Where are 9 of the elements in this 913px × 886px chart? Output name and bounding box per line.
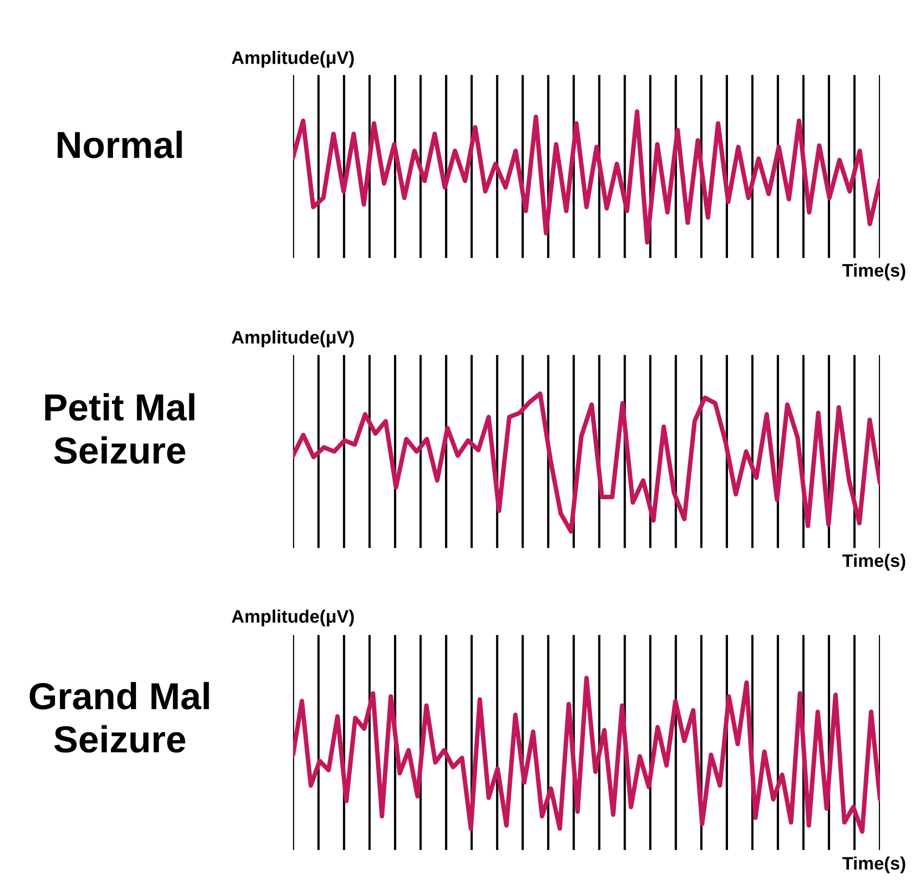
y-axis-title: Amplitude(μV) bbox=[232, 330, 354, 348]
x-axis-title: Time(s) bbox=[842, 856, 906, 874]
text: Grand Mal Seizure bbox=[30, 682, 209, 753]
chart-title: Petit Mal Seizure bbox=[45, 393, 194, 464]
chart-title: Normal bbox=[58, 130, 182, 158]
x-axis-title: Time(s) bbox=[842, 263, 906, 280]
x-axis-title: Time(s) bbox=[842, 554, 906, 571]
y-axis-title: Amplitude(μV) bbox=[232, 610, 354, 626]
y-axis-title: Amplitude(μV) bbox=[232, 50, 354, 68]
